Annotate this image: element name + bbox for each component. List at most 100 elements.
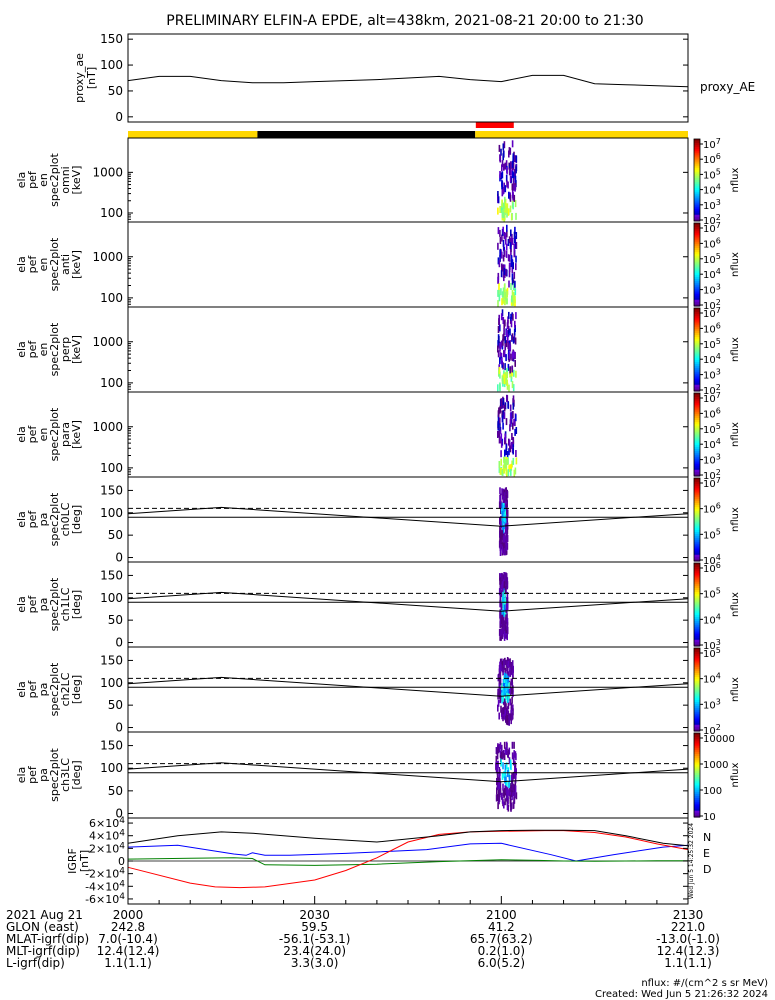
heatmap-cell: [497, 790, 500, 798]
heatmap-cell: [503, 350, 505, 358]
y-tick-label: -4×104: [85, 879, 125, 893]
ephemeris-value: 6.0(5.2): [478, 956, 526, 970]
heatmap-cell: [501, 707, 504, 715]
colorbar-step: [694, 546, 700, 550]
colorbar-step: [694, 814, 700, 818]
heatmap-cell: [502, 517, 504, 525]
heatmap-cell: [513, 243, 516, 251]
heatmap-cell: [500, 353, 503, 360]
heatmap-cell: [500, 582, 503, 590]
heatmap-cell: [501, 683, 503, 690]
colorbar-step: [694, 743, 700, 747]
heatmap-cell: [508, 789, 511, 797]
heatmap-cell: [500, 603, 503, 610]
y-label-line: [nT]: [85, 67, 98, 89]
heatmap-cell: [502, 294, 505, 301]
heatmap-cell: [499, 352, 502, 360]
colorbar-step: [694, 781, 700, 784]
colorbar-step: [694, 430, 700, 434]
colorbar-tick-label: 100: [703, 786, 722, 797]
ephemeris-value: 65.7(63.2): [470, 932, 533, 946]
heatmap-cell: [503, 672, 506, 680]
colorbar-step: [694, 245, 700, 249]
colorbar-step: [694, 320, 700, 324]
colorbar-step: [694, 469, 700, 473]
colorbar-step: [694, 604, 700, 608]
heatmap-cell: [514, 771, 516, 779]
heatmap-cell: [514, 288, 517, 296]
colorbar-step: [694, 252, 700, 255]
heatmap-cell: [507, 316, 509, 324]
heatmap-cell: [510, 463, 513, 471]
y-tick-label: 0: [115, 636, 123, 650]
orbit-state-bars: [128, 122, 688, 138]
heatmap-cell: [500, 340, 503, 348]
heatmap-cell: [509, 147, 512, 155]
heatmap-cell: [498, 260, 501, 268]
colorbar-step: [694, 407, 700, 411]
y-label-line: pa: [37, 598, 50, 612]
colorbar-step: [694, 664, 700, 668]
y-label-line: ch2LC: [59, 672, 72, 706]
heatmap-cell: [498, 540, 501, 548]
heatmap-cell: [499, 629, 502, 637]
colorbar-step: [694, 432, 700, 436]
colorbar-step: [694, 710, 700, 713]
heatmap-cell: [507, 341, 509, 349]
colorbar-label: nflux: [730, 422, 741, 447]
colorbar-step: [694, 266, 700, 270]
y-tick-label: 0: [115, 806, 123, 820]
heatmap-cell: [507, 710, 510, 718]
colorbar-step: [694, 287, 700, 290]
colorbar-step: [694, 182, 700, 185]
ephemeris-value: 12.4(12.3): [657, 944, 720, 958]
heatmap-cell: [499, 517, 501, 525]
colorbar-step: [694, 585, 700, 589]
heatmap-cell: [504, 437, 506, 445]
colorbar-step: [694, 428, 700, 431]
heatmap-cell: [512, 773, 514, 781]
heatmap-cell: [505, 536, 508, 544]
heatmap-cell: [515, 414, 517, 422]
time-axis: [127, 896, 689, 904]
heatmap-cell: [497, 414, 500, 422]
heatmap-cell: [505, 673, 508, 681]
colorbar-step: [694, 534, 700, 537]
colorbar-step: [694, 726, 700, 730]
heatmap-cell: [509, 713, 512, 721]
colorbar-step: [694, 446, 700, 450]
heatmap-cell: [509, 669, 511, 677]
heatmap-cell: [504, 162, 506, 170]
heatmap-cell: [506, 597, 509, 605]
heatmap-cell: [506, 167, 508, 175]
colorbar-step: [694, 235, 700, 239]
y-label-line: pef: [26, 340, 39, 359]
colorbar-step: [694, 737, 700, 740]
heatmap-cell: [513, 250, 516, 258]
heatmap-cell: [510, 283, 512, 290]
heatmap-cell: [496, 767, 499, 775]
igrf-legend-D: D: [703, 863, 711, 876]
heatmap-cell: [497, 802, 499, 810]
heatmap-cell: [513, 172, 515, 180]
heatmap-cell: [514, 236, 516, 244]
heatmap-cell: [504, 747, 507, 755]
heatmap-cell: [505, 330, 508, 337]
colorbar-step: [694, 791, 700, 795]
heatmap-cell: [512, 262, 514, 270]
heatmap-cell: [500, 270, 503, 278]
y-tick-label: 100: [100, 761, 123, 775]
colorbar-step: [694, 143, 700, 146]
heatmap-cell: [513, 231, 516, 239]
heatmap-cell: [508, 713, 511, 721]
proxy-ae-line: [127, 74, 689, 88]
heatmap-cell: [514, 419, 516, 427]
heatmap-cell: [508, 718, 510, 726]
heatmap-cell: [500, 590, 503, 598]
colorbar-step: [694, 455, 700, 458]
heatmap-cell: [500, 458, 502, 466]
